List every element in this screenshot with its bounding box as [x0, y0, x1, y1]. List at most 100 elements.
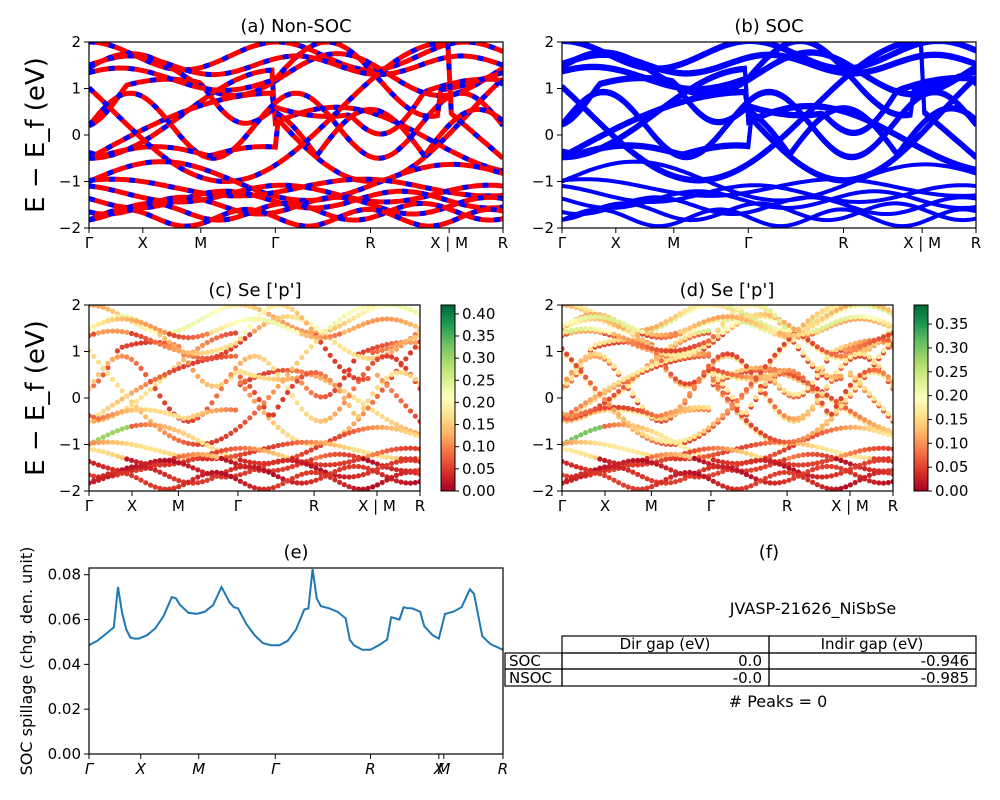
band-point — [743, 418, 750, 424]
band-point — [729, 314, 735, 320]
band-point — [710, 358, 716, 364]
band-point — [346, 393, 352, 399]
band-point — [360, 401, 366, 407]
band-point — [337, 331, 343, 337]
band-point — [739, 469, 745, 475]
band-point — [772, 372, 778, 378]
band-point — [611, 407, 617, 413]
band-point — [204, 355, 210, 361]
band-point — [251, 328, 258, 334]
band-point — [138, 384, 144, 390]
band-point — [805, 330, 811, 336]
band-point — [890, 458, 893, 465]
band-point — [602, 314, 608, 321]
band-point — [346, 484, 352, 490]
band-point — [89, 446, 92, 452]
band-point — [351, 485, 357, 491]
band-point — [275, 424, 281, 430]
band-point — [691, 379, 698, 385]
band-point — [824, 372, 830, 378]
band-point — [857, 448, 863, 454]
band-point — [247, 371, 253, 378]
band-point — [876, 363, 882, 369]
band-point — [247, 305, 253, 309]
band-point — [299, 480, 305, 486]
band-point — [677, 310, 683, 317]
band-point — [318, 462, 324, 468]
band-point — [710, 478, 716, 484]
band-line — [562, 51, 976, 75]
band-point — [285, 325, 291, 331]
colorbar — [913, 304, 929, 492]
band-point — [592, 314, 598, 320]
band-point — [95, 448, 102, 454]
band-point — [885, 432, 891, 438]
band-point — [672, 376, 679, 382]
band-line — [89, 77, 503, 184]
band-point — [332, 320, 338, 326]
band-point — [800, 452, 806, 458]
band-point — [562, 305, 565, 308]
band-point — [810, 430, 816, 436]
band-point — [95, 305, 102, 309]
band-point — [602, 328, 608, 334]
band-point — [611, 463, 617, 470]
band-point — [706, 305, 712, 308]
band-point — [682, 470, 688, 476]
band-point — [573, 473, 579, 479]
plot-frame — [561, 41, 977, 229]
band-point — [720, 314, 726, 320]
band-point — [393, 317, 399, 323]
band-point — [124, 393, 130, 399]
panel-e-ylabel: SOC spillage (chg. den. unit) — [17, 547, 36, 776]
band-point — [833, 449, 839, 455]
band-point — [597, 340, 603, 347]
band-point — [303, 349, 310, 355]
band-point — [327, 334, 333, 340]
band-point — [602, 405, 608, 411]
band-point — [828, 374, 835, 380]
band-point — [720, 352, 726, 358]
band-point — [635, 457, 641, 463]
band-point — [606, 329, 612, 336]
band-point — [242, 386, 248, 392]
band-point — [351, 315, 357, 321]
band-point — [743, 468, 750, 474]
band-point — [403, 305, 409, 311]
band-point — [885, 458, 891, 464]
band-point — [701, 319, 707, 325]
band-point — [583, 314, 589, 321]
band-line — [562, 74, 976, 134]
band-point — [147, 446, 154, 452]
band-point — [237, 457, 243, 463]
band-point — [209, 400, 215, 406]
band-point — [663, 332, 669, 338]
band-point — [758, 374, 764, 380]
band-point — [762, 364, 768, 370]
band-point — [824, 418, 830, 425]
band-point — [218, 333, 224, 339]
band-point — [393, 356, 399, 362]
colorbar-tick-label: 0.40 — [462, 305, 495, 323]
band-point — [762, 391, 768, 397]
band-point — [157, 378, 163, 384]
band-point — [294, 368, 300, 374]
band-point — [583, 430, 589, 436]
band-point — [152, 458, 158, 464]
band-point — [190, 321, 196, 327]
panel-e-title: (e) — [283, 542, 308, 563]
band-point — [824, 485, 830, 491]
band-point — [819, 370, 825, 376]
band-point — [294, 329, 300, 335]
band-point — [228, 372, 234, 378]
band-point — [89, 325, 92, 331]
band-point — [266, 376, 272, 382]
band-point — [171, 476, 177, 482]
band-point — [724, 305, 731, 308]
band-point — [242, 419, 248, 425]
band-point — [398, 471, 404, 477]
band-point — [270, 471, 276, 478]
band-point — [195, 480, 201, 486]
band-point — [204, 452, 210, 458]
x-tick-label: R — [888, 497, 898, 515]
